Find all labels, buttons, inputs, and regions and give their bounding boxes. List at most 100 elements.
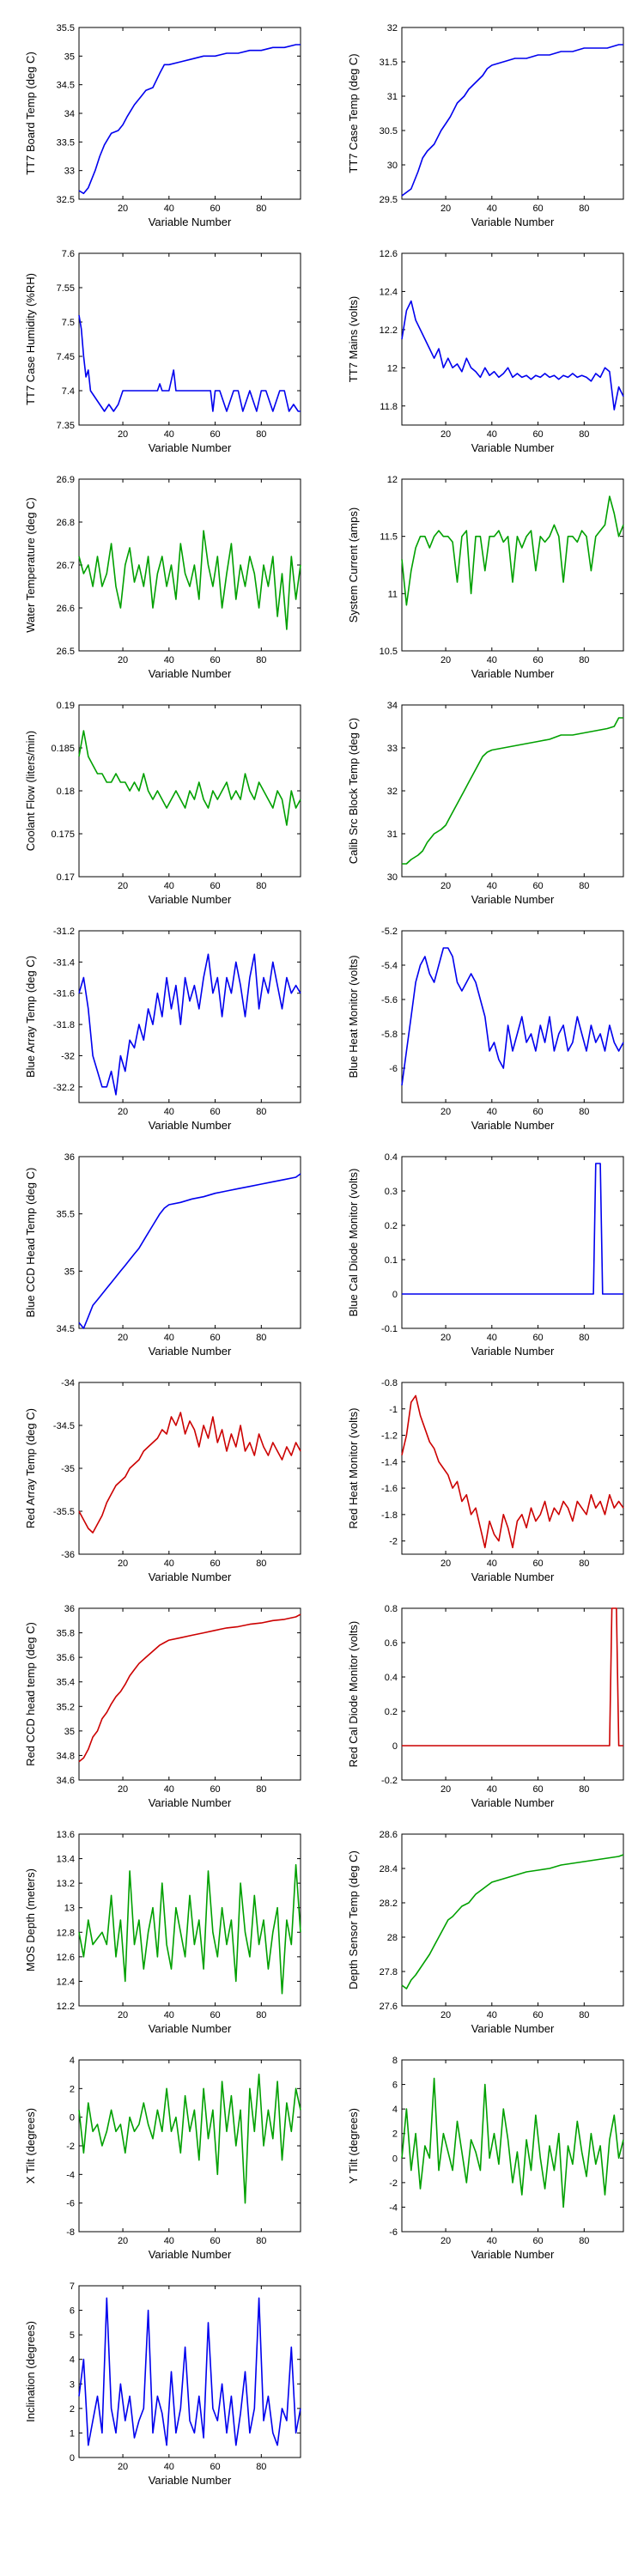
y-axis-label: TT7 Case Humidity (%RH) xyxy=(24,273,37,405)
x-tick-label: 80 xyxy=(256,1107,266,1117)
x-axis-label: Variable Number xyxy=(149,1796,232,1809)
y-tick-label: 30 xyxy=(387,161,398,171)
y-tick-label: 11.8 xyxy=(380,402,398,412)
y-axis-label: Calib Src Block Temp (deg C) xyxy=(347,718,360,864)
y-tick-label: 13.6 xyxy=(57,1830,75,1840)
plot-frame xyxy=(78,2059,301,2233)
series-line-blue-ccd-head-temp xyxy=(78,1173,301,1329)
y-tick-label: -6 xyxy=(389,1064,398,1074)
y-axis-label: Blue Cal Diode Monitor (volts) xyxy=(347,1169,360,1317)
y-tick-label: 31.5 xyxy=(380,58,398,68)
y-tick-label: 28.6 xyxy=(380,1830,398,1840)
y-tick-label: 12 xyxy=(387,363,398,374)
x-axis-label: Variable Number xyxy=(471,1119,555,1132)
x-tick-label: 40 xyxy=(487,1333,497,1343)
x-tick-label: 60 xyxy=(210,881,220,891)
y-tick-label: 26.8 xyxy=(57,518,75,528)
y-tick-label: -0.2 xyxy=(381,1776,398,1786)
y-tick-label: 30.5 xyxy=(380,126,398,137)
x-tick-label: 60 xyxy=(532,204,543,214)
y-tick-label: -35 xyxy=(61,1464,75,1474)
y-tick-label: -5.4 xyxy=(381,961,398,971)
y-tick-label: 12.4 xyxy=(380,287,398,297)
y-axis-label: Depth Sensor Temp (deg C) xyxy=(347,1850,360,1990)
y-tick-label: 32.5 xyxy=(57,195,75,205)
y-tick-label: 7.55 xyxy=(57,283,75,294)
series-line-mos-depth xyxy=(78,1863,301,1995)
x-tick-label: 60 xyxy=(532,1558,543,1569)
x-tick-label: 60 xyxy=(532,655,543,665)
plot-frame xyxy=(401,930,624,1103)
x-tick-label: 20 xyxy=(118,2236,128,2246)
y-tick-label: 35 xyxy=(64,1727,75,1737)
y-axis-label: TT7 Board Temp (deg C) xyxy=(24,52,37,175)
y-tick-label: 0 xyxy=(392,2154,398,2164)
x-tick-label: 80 xyxy=(256,204,266,214)
y-tick-label: -5.6 xyxy=(381,995,398,1005)
plot-frame xyxy=(401,2059,624,2233)
series-line-tt7-board-temp xyxy=(78,44,301,195)
y-axis-label: TT7 Mains (volts) xyxy=(347,296,360,382)
y-tick-label: 7.4 xyxy=(62,386,75,397)
y-tick-label: -31.6 xyxy=(53,989,75,999)
y-tick-label: 35.5 xyxy=(57,23,75,33)
x-tick-label: 40 xyxy=(164,1558,174,1569)
y-tick-label: 34.5 xyxy=(57,1324,75,1334)
chart-system-current: 20 40 60 80 10.5 11 11.5 12 Variable Number Syste… xyxy=(347,475,624,680)
x-tick-label: 20 xyxy=(118,655,128,665)
series-line-red-cal-diode-monitor xyxy=(402,1607,623,1747)
plot-frame xyxy=(78,478,301,652)
series-line-tt7-mains xyxy=(401,300,624,410)
y-tick-label: 3 xyxy=(70,2379,75,2390)
y-tick-label: -32 xyxy=(61,1051,75,1061)
y-tick-label: 0 xyxy=(70,2113,75,2123)
y-tick-label: 34.8 xyxy=(57,1751,75,1761)
y-tick-label: 35.4 xyxy=(57,1678,75,1688)
y-tick-label: 4 xyxy=(392,2105,398,2115)
x-axis-label: Variable Number xyxy=(471,1796,555,1809)
y-axis-label: Inclination (degrees) xyxy=(24,2321,37,2422)
series-line-inclination xyxy=(78,2297,301,2446)
x-axis-label: Variable Number xyxy=(471,893,555,906)
y-tick-label: -1.2 xyxy=(381,1431,398,1442)
y-tick-label: 2 xyxy=(392,2129,398,2140)
x-tick-label: 40 xyxy=(164,655,174,665)
plot-frame xyxy=(78,930,301,1103)
y-tick-label: -31.4 xyxy=(53,957,75,968)
y-tick-label: 26.7 xyxy=(57,561,75,571)
chart-red-heat-monitor: 20 40 60 80 -2 -1.8 -1.6 -1.4 -1.2 -1 -0.8 Variable… xyxy=(347,1378,624,1583)
y-tick-label: 12.6 xyxy=(57,1953,75,1963)
x-axis-label: Variable Number xyxy=(471,1345,555,1358)
chart-red-array-temp: 20 40 60 80 -36 -35.5 -35 -34.5 -34 Variable Numb… xyxy=(24,1378,301,1583)
y-tick-label: 0 xyxy=(70,2453,75,2464)
x-tick-label: 20 xyxy=(118,204,128,214)
y-tick-label: 36 xyxy=(64,1152,75,1163)
plot-frame xyxy=(78,1382,301,1555)
x-tick-label: 60 xyxy=(210,2010,220,2020)
series-line-red-ccd-head-temp xyxy=(78,1613,301,1763)
y-axis-label: Red Cal Diode Monitor (volts) xyxy=(347,1621,360,1768)
y-tick-label: -8 xyxy=(66,2227,75,2238)
y-tick-label: 29.5 xyxy=(380,195,398,205)
x-tick-label: 40 xyxy=(164,881,174,891)
x-tick-label: 80 xyxy=(256,2010,266,2020)
x-tick-label: 40 xyxy=(164,429,174,440)
chart-blue-array-temp: 20 40 60 80 -32.2 -32 -31.8 -31.6 -31.4 -31.2 Vari… xyxy=(24,927,301,1132)
plot-frame xyxy=(401,252,624,426)
plot-frame xyxy=(78,252,301,426)
x-tick-label: 60 xyxy=(210,1107,220,1117)
y-tick-label: 0.8 xyxy=(385,1604,398,1614)
x-tick-label: 60 xyxy=(210,1333,220,1343)
y-tick-label: 7.6 xyxy=(62,249,75,259)
chart-coolant-flow: 20 40 60 80 0.17 0.175 0.18 0.185 0.19 Variable N… xyxy=(24,701,301,906)
plot-frame xyxy=(401,1833,624,2007)
x-axis-label: Variable Number xyxy=(471,216,555,228)
x-tick-label: 20 xyxy=(118,2462,128,2472)
y-tick-label: -6 xyxy=(389,2227,398,2238)
y-tick-label: -1.8 xyxy=(381,1510,398,1521)
y-tick-label: 34 xyxy=(64,109,75,119)
x-tick-label: 20 xyxy=(440,1784,451,1795)
x-tick-label: 80 xyxy=(579,204,589,214)
y-tick-label: -4 xyxy=(66,2170,75,2180)
y-axis-label: Blue CCD Head Temp (deg C) xyxy=(24,1168,37,1318)
